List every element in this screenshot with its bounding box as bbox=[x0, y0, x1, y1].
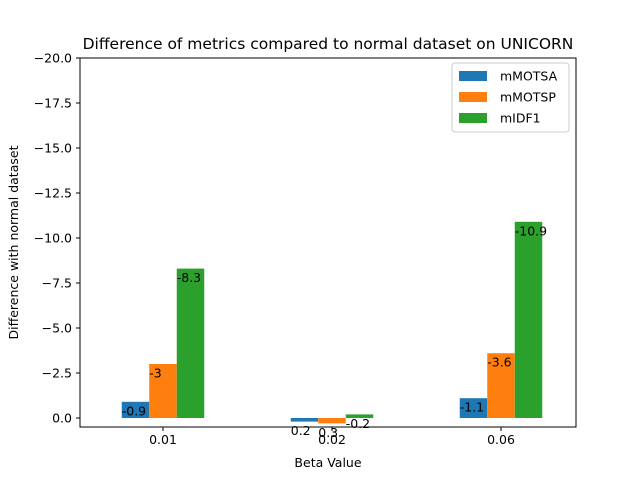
legend-label-mmotsa: mMOTSA bbox=[500, 69, 558, 84]
data-label-midf1-0.06: -10.9 bbox=[515, 223, 547, 238]
legend-swatch-mmotsa bbox=[459, 71, 487, 81]
y-axis-ticks: 0.0 −2.5 −5.0 −7.5 −10.0 −12.5 −15.0 −17.5 −20.0 bbox=[34, 51, 80, 426]
x-tick-label: 0.02 bbox=[318, 432, 346, 447]
bar-mmotsp-0.02 bbox=[318, 418, 346, 424]
x-axis-ticks: 0.01 0.02 0.06 bbox=[149, 427, 515, 447]
bars-layer bbox=[121, 221, 543, 424]
chart-title: Difference of metrics compared to normal… bbox=[83, 35, 574, 53]
data-label-mmotsp-0.02: 0.3 bbox=[318, 425, 338, 440]
legend: mMOTSA mMOTSP mIDF1 bbox=[451, 62, 570, 133]
y-tick-label: −12.5 bbox=[34, 186, 72, 201]
y-tick-label: −2.5 bbox=[42, 366, 72, 381]
y-tick-label: −20.0 bbox=[34, 51, 72, 66]
y-tick-label: −10.0 bbox=[34, 231, 72, 246]
x-tick-label: 0.06 bbox=[487, 432, 515, 447]
legend-label-midf1: mIDF1 bbox=[500, 111, 541, 126]
legend-label-mmotsp: mMOTSP bbox=[500, 90, 556, 105]
bar-mmotsa-0.01 bbox=[121, 401, 150, 418]
y-tick-label: −5.0 bbox=[42, 321, 72, 336]
bar-mmotsa-0.06 bbox=[459, 398, 488, 418]
legend-swatch-mmotsp bbox=[459, 92, 487, 102]
bar-mmotsa-0.02 bbox=[290, 418, 319, 422]
data-label-mmotsa-0.06: -1.1 bbox=[460, 400, 484, 415]
y-tick-label: 0.0 bbox=[52, 411, 72, 426]
data-label-midf1-0.02: -0.2 bbox=[346, 416, 370, 431]
plot-frame bbox=[79, 57, 577, 428]
y-axis-label: Difference with normal dataset bbox=[6, 145, 21, 339]
bar-midf1-0.02 bbox=[345, 414, 374, 418]
data-label-mmotsp-0.06: -3.6 bbox=[487, 355, 511, 370]
bar-midf1-0.06 bbox=[514, 221, 543, 418]
y-tick-label: −17.5 bbox=[34, 96, 72, 111]
data-label-mmotsa-0.02: 0.2 bbox=[291, 423, 311, 438]
data-label-mmotsa-0.01: -0.9 bbox=[122, 403, 146, 418]
bar-midf1-0.01 bbox=[176, 268, 205, 418]
bar-mmotsp-0.01 bbox=[149, 364, 177, 418]
y-tick-label: −7.5 bbox=[42, 276, 72, 291]
x-axis-label: Beta Value bbox=[294, 455, 361, 470]
x-tick-label: 0.01 bbox=[149, 432, 177, 447]
legend-swatch-midf1 bbox=[459, 113, 487, 123]
y-tick-label: −15.0 bbox=[34, 141, 72, 156]
data-label-mmotsp-0.01: -3 bbox=[149, 366, 161, 381]
bar-mmotsp-0.06 bbox=[487, 353, 515, 418]
data-label-midf1-0.01: -8.3 bbox=[177, 270, 201, 285]
